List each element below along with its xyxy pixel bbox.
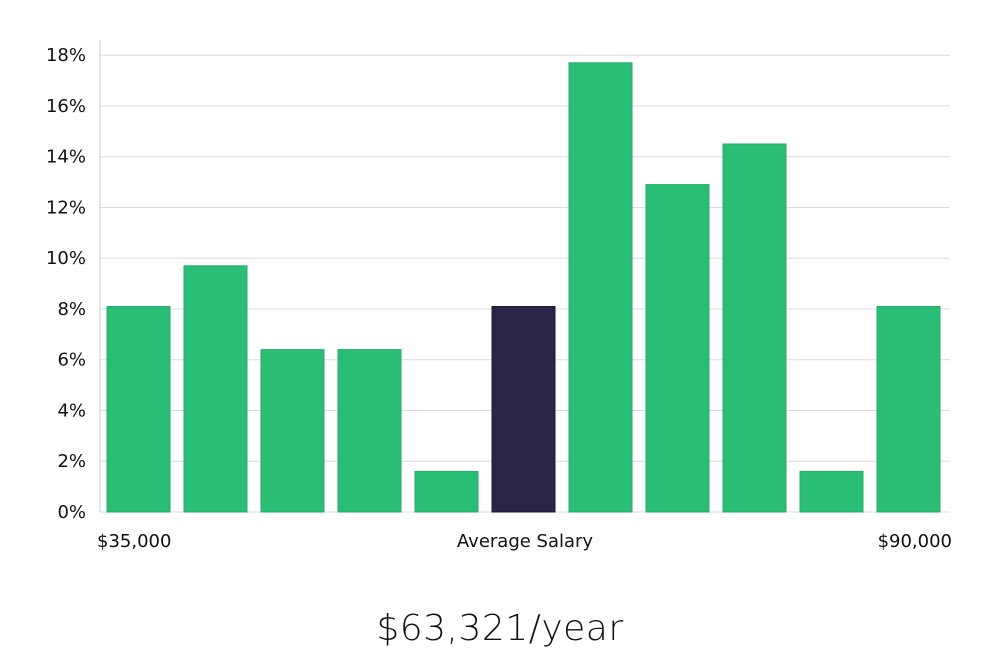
y-tick-label: 10%: [46, 248, 86, 269]
bars: [106, 62, 941, 513]
y-tick-label: 14%: [46, 147, 86, 168]
y-tick-label: 18%: [46, 45, 86, 66]
y-tick-label: 6%: [57, 350, 86, 371]
bar: [260, 349, 325, 513]
y-tick-label: 4%: [57, 400, 86, 421]
bar-average-salary: [491, 306, 556, 513]
average-salary-value: $63,321/year: [376, 608, 624, 649]
bar: [722, 143, 787, 513]
y-axis-ticks: 0% 2% 4% 6% 8% 10% 12% 14% 16% 18%: [46, 45, 86, 523]
bar: [183, 265, 248, 513]
bar: [645, 184, 710, 513]
y-tick-label: 16%: [46, 96, 86, 117]
bar: [876, 306, 941, 513]
bar: [568, 62, 633, 513]
y-tick-label: 8%: [57, 299, 86, 320]
x-label-min: $35,000: [97, 531, 171, 552]
bar: [337, 349, 402, 513]
y-tick-label: 2%: [57, 451, 86, 472]
bar: [106, 306, 171, 513]
x-label-max: $90,000: [878, 531, 952, 552]
y-tick-label: 12%: [46, 197, 86, 218]
x-label-average: Average Salary: [457, 531, 594, 552]
bar: [414, 470, 479, 513]
y-tick-label: 0%: [57, 502, 86, 523]
bar: [799, 470, 864, 513]
